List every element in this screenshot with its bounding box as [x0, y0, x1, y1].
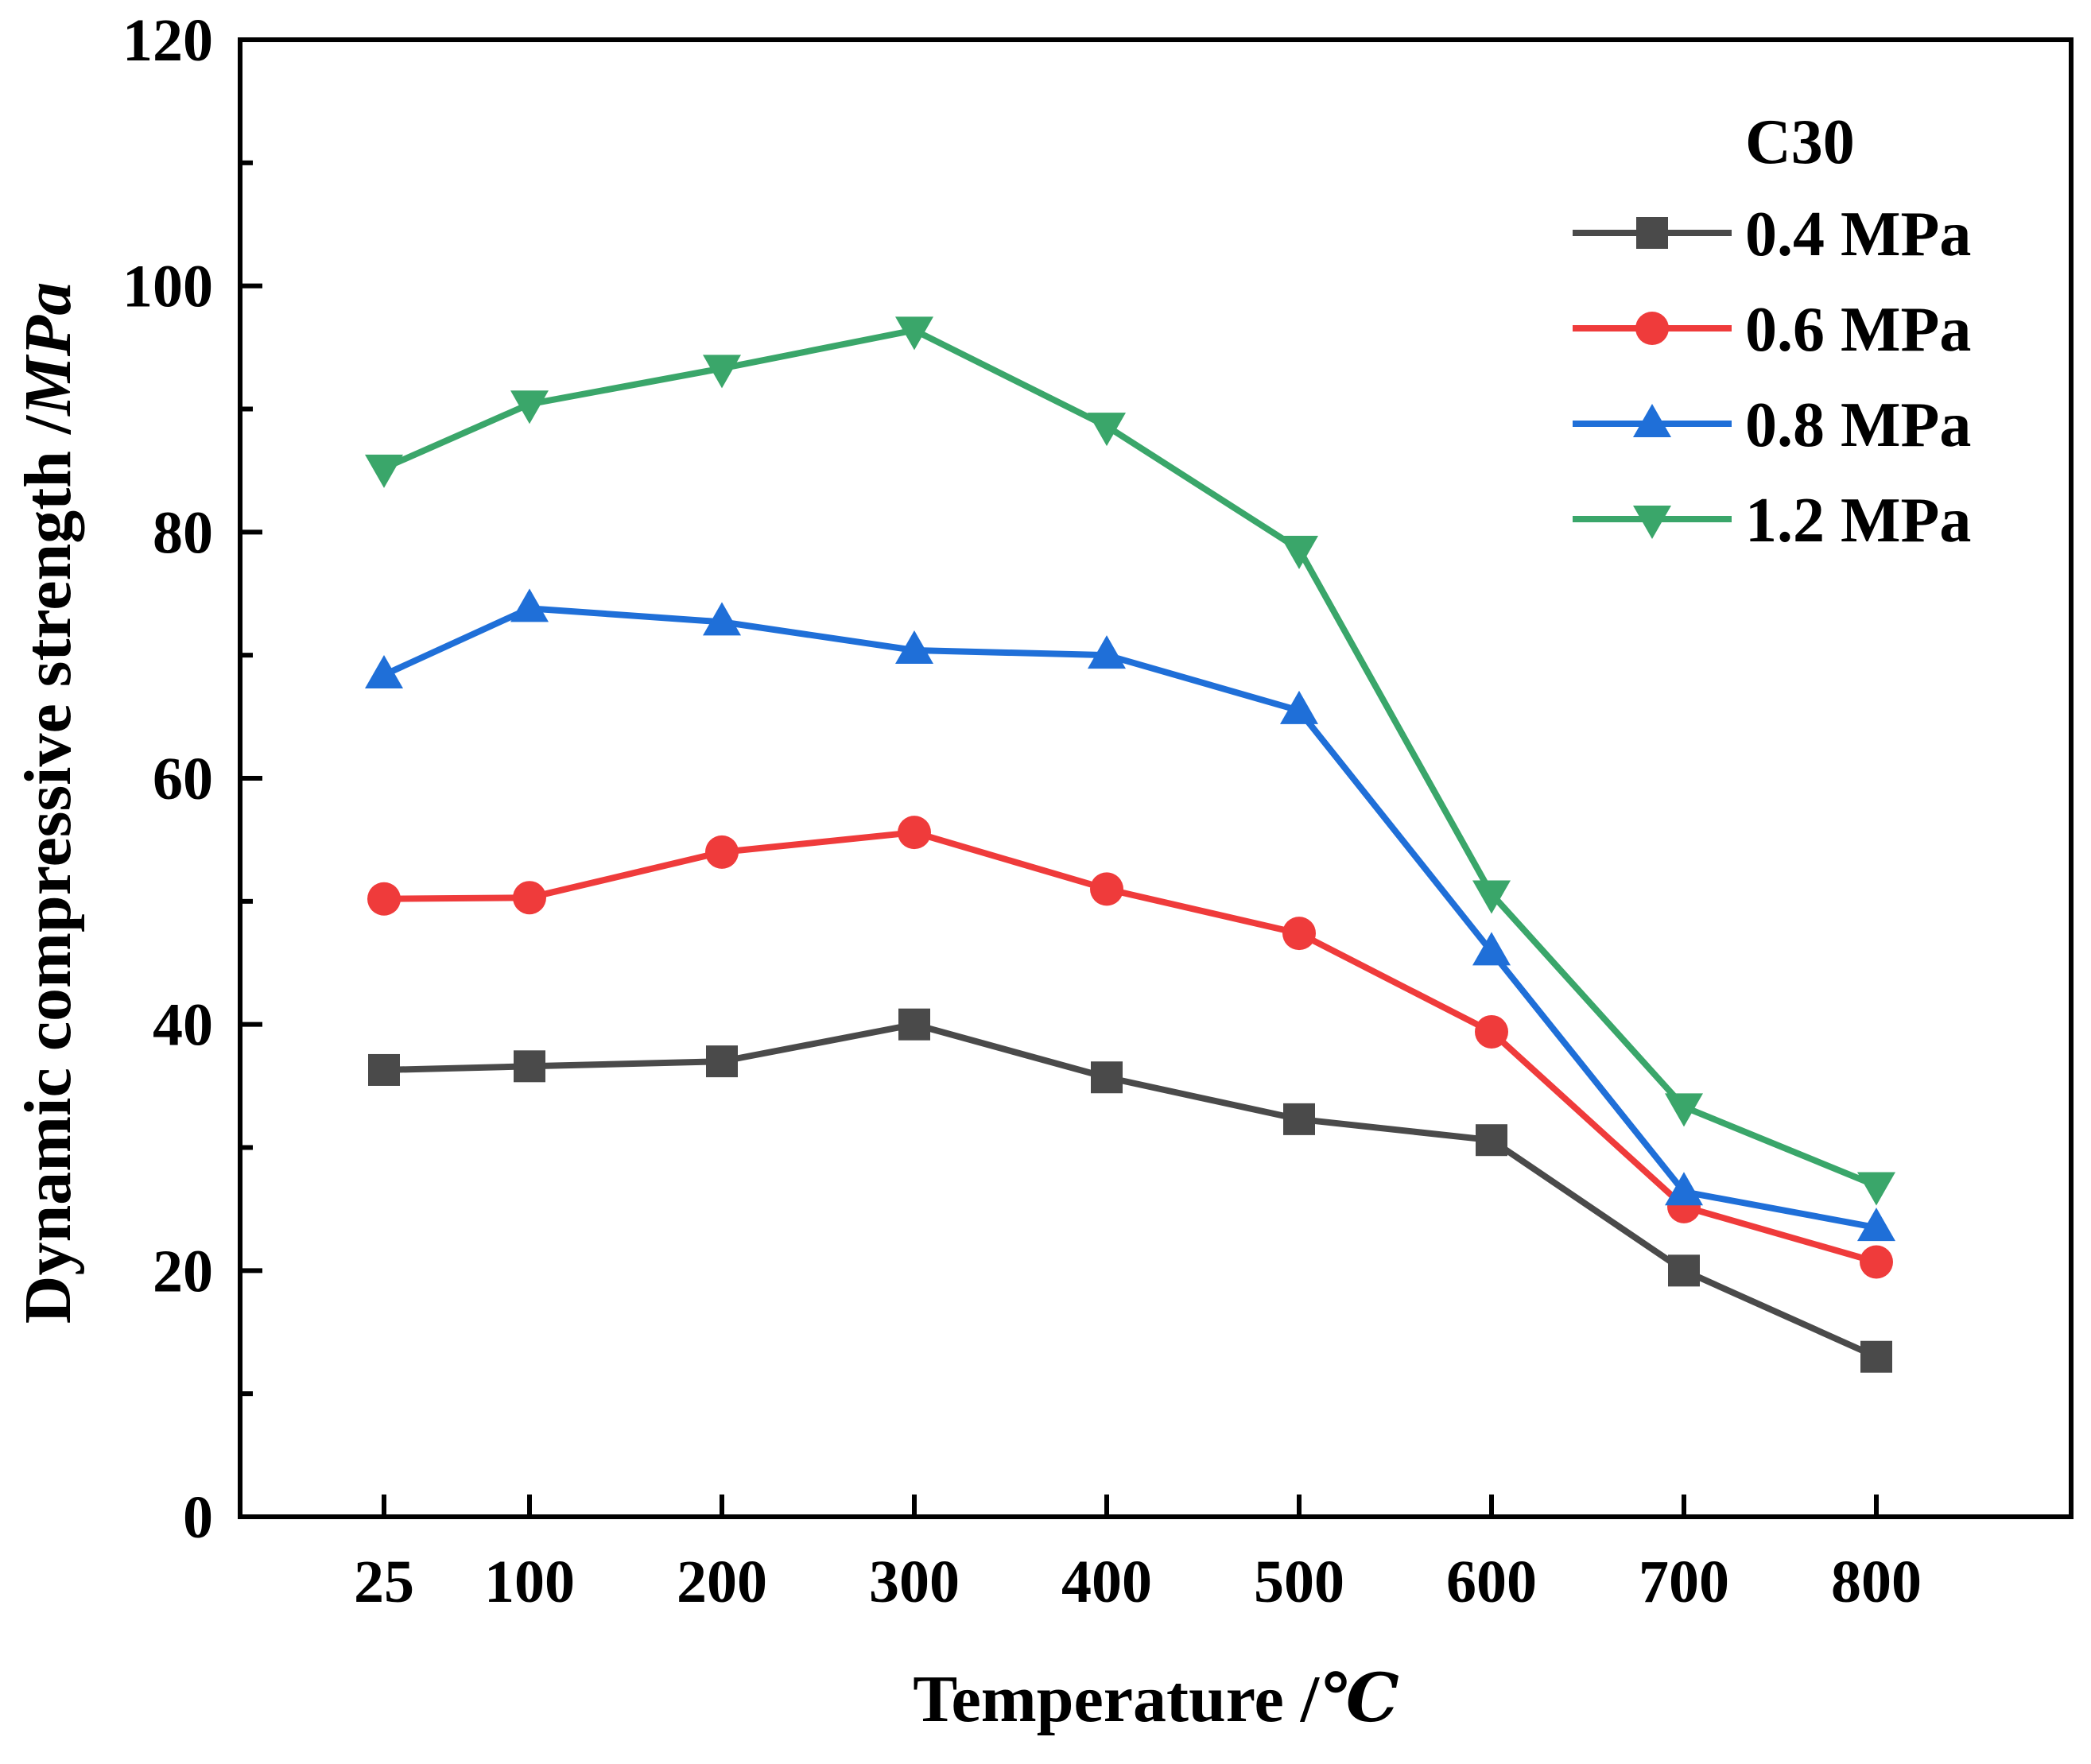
y-tick-label: 120	[122, 7, 213, 74]
data-point	[898, 1008, 930, 1041]
data-point	[1282, 917, 1316, 951]
y-tick-label: 80	[153, 499, 213, 566]
legend-entry: 0.8 MPa	[1573, 390, 1971, 460]
data-point	[1472, 880, 1511, 914]
series-1.2-mpa	[365, 316, 1895, 1206]
legend-entry: 0.6 MPa	[1573, 295, 1971, 365]
y-tick-label: 20	[153, 1238, 213, 1305]
y-tick-label: 0	[183, 1484, 213, 1551]
data-point	[895, 316, 933, 351]
data-point	[1665, 1093, 1703, 1127]
data-point	[1668, 1254, 1700, 1287]
data-point	[1857, 1208, 1895, 1242]
data-point	[510, 588, 549, 622]
y-tick-label: 60	[153, 746, 213, 812]
x-axis-title: Temperature /℃	[913, 1662, 1399, 1736]
legend-marker	[1636, 217, 1668, 249]
x-tick-label: 800	[1831, 1549, 1922, 1615]
data-point	[1088, 413, 1126, 447]
data-point	[705, 835, 739, 869]
series-0.6-mpa	[367, 816, 1893, 1279]
legend-label: 0.6 MPa	[1745, 295, 1971, 365]
y-tick-label: 40	[153, 992, 213, 1059]
data-point	[368, 1053, 400, 1086]
data-point	[367, 882, 401, 916]
data-point	[1860, 1340, 1892, 1373]
data-point	[513, 881, 546, 915]
data-point	[898, 816, 931, 850]
x-tick-label: 500	[1254, 1549, 1344, 1615]
legend-label: 1.2 MPa	[1745, 486, 1971, 556]
x-tick-label: 100	[484, 1549, 575, 1615]
x-tick-label: 700	[1639, 1549, 1729, 1615]
data-series	[365, 316, 1895, 1373]
legend-marker	[1635, 312, 1669, 345]
data-point	[1860, 1245, 1893, 1279]
data-point	[365, 654, 403, 688]
axis-tick-labels: 25 100 200 300 400 500 600 700 800 0 20 40 60 80 100 12…	[122, 7, 1922, 1615]
data-point	[365, 454, 403, 488]
data-point	[1090, 872, 1123, 906]
legend-marker	[1633, 404, 1671, 437]
data-point	[514, 1050, 545, 1083]
data-point	[706, 1045, 738, 1078]
legend-entry: 0.4 MPa	[1573, 200, 1971, 269]
data-point	[1280, 690, 1318, 724]
legend-title: C30	[1745, 107, 1855, 177]
data-point	[1088, 635, 1126, 669]
data-point	[1475, 1014, 1508, 1049]
x-tick-label: 300	[869, 1549, 960, 1615]
x-tick-label: 200	[677, 1549, 767, 1615]
data-point	[1091, 1061, 1123, 1094]
y-tick-label: 100	[122, 254, 213, 320]
data-point	[1857, 1172, 1895, 1206]
x-tick-label: 25	[354, 1549, 414, 1615]
y-axis-title: Dynamic compressive strength /MPa	[11, 282, 85, 1324]
legend-label: 0.4 MPa	[1745, 200, 1971, 269]
legend-marker	[1633, 506, 1671, 539]
series-0.4-mpa	[368, 1008, 1892, 1373]
data-point	[703, 355, 741, 389]
series-0.8-mpa	[365, 588, 1895, 1242]
data-point	[510, 390, 549, 425]
data-point	[1472, 932, 1511, 966]
x-tick-label: 600	[1446, 1549, 1537, 1615]
data-point	[1280, 536, 1318, 570]
data-point	[1283, 1103, 1315, 1135]
x-tick-label: 400	[1061, 1549, 1152, 1615]
data-point	[703, 602, 741, 636]
data-point	[1476, 1124, 1507, 1157]
legend-label: 0.8 MPa	[1745, 390, 1971, 460]
legend-entry: 1.2 MPa	[1573, 486, 1971, 556]
plot-frame	[238, 37, 2074, 1519]
data-point	[1665, 1172, 1703, 1206]
legend: C30 0.4 MPa 0.6 MPa 0.8 MPa 1.2 MPa	[1573, 107, 1971, 556]
data-point	[895, 630, 933, 664]
